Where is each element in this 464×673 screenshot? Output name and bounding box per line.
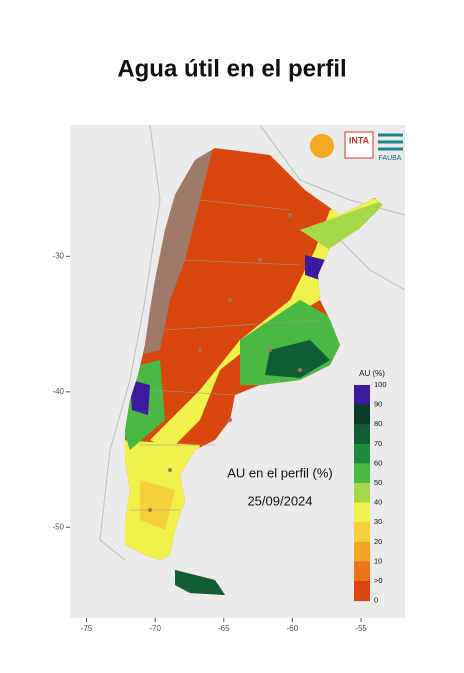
colorbar-segment: [354, 541, 370, 562]
logo-box: [344, 131, 374, 159]
x-tick-label: -70: [149, 624, 161, 633]
colorbar-label: >0: [374, 576, 383, 585]
legend: 100 90 80 70 60 50 40 30 20 10 >0 0: [354, 380, 387, 605]
colorbar-segment: [354, 561, 370, 582]
y-tick-label: -30: [52, 251, 64, 260]
colorbar-segment: [354, 404, 370, 425]
title: Agua útil en el perfil: [117, 55, 346, 82]
colorbar-segment: [354, 385, 370, 406]
colorbar-segment: [354, 443, 370, 464]
x-tick-label: -75: [81, 624, 93, 633]
logo-icon: [310, 134, 334, 158]
province-borders: [130, 199, 321, 511]
colorbar-segment: [354, 483, 370, 504]
y-tick-label: -40: [52, 387, 64, 396]
colorbar-segment: [354, 463, 370, 484]
colorbar-label: 30: [374, 517, 382, 526]
x-tick-label: -60: [287, 624, 299, 633]
logo-inta: INTA: [349, 135, 370, 145]
x-tick-label: -65: [218, 624, 230, 633]
colorbar-segment: [354, 581, 370, 602]
colorbar-label: 50: [374, 478, 382, 487]
legend-title: AU (%): [359, 369, 385, 378]
logo-fauba: FAUBA: [379, 155, 402, 162]
logo-waves: [378, 133, 403, 151]
colorbar-label: 100: [374, 380, 387, 389]
colorbar-label: 10: [374, 556, 382, 565]
stations: [148, 213, 302, 512]
y-tick-label: -50: [52, 522, 64, 531]
colorbar-label: 90: [374, 400, 382, 409]
colorbar-label: 0: [374, 596, 378, 605]
annotation-date: 25/09/2024: [247, 493, 312, 508]
colorbar-label: 20: [374, 537, 382, 546]
colorbar-label: 40: [374, 498, 382, 507]
logos: INTA FAUBA: [310, 131, 403, 162]
colorbar-segment: [354, 522, 370, 543]
colorbar-segment: [354, 502, 370, 523]
colorbar-segment: [354, 424, 370, 445]
colorbar-label: 60: [374, 458, 382, 467]
colorbar-label: 80: [374, 419, 382, 428]
axes: -75 -70 -65 -60 -55 -30 -40 -50: [52, 251, 367, 633]
colorbar-label: 70: [374, 439, 382, 448]
annotation-title: AU en el perfil (%): [227, 465, 332, 480]
x-tick-label: -55: [355, 624, 367, 633]
